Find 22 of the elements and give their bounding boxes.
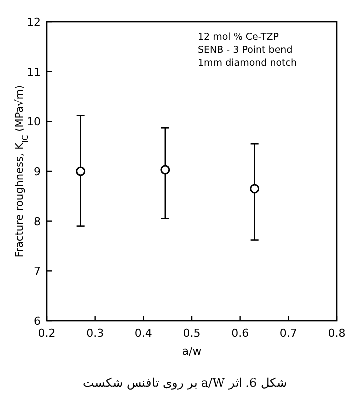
point: [250, 184, 260, 194]
x-tick-label: 0.8: [328, 327, 346, 340]
x-axis-title: a/w: [182, 345, 202, 358]
y-tick-label: 12: [27, 16, 41, 29]
annotation: SENB - 3 Point bend: [198, 45, 293, 56]
y-tick-label: 11: [27, 66, 41, 79]
annotation: 1mm diamond notch: [198, 58, 298, 69]
point: [160, 165, 170, 175]
x-tick-label: 0.5: [183, 327, 201, 340]
x-tick-label: 0.7: [280, 327, 298, 340]
x-tick-label: 0.4: [134, 327, 152, 340]
x-tick-label: 0.3: [86, 327, 104, 340]
x-tick-label: 0.6: [232, 327, 250, 340]
y-tick-label: 9: [34, 166, 41, 178]
y-tick-label: 10: [27, 116, 41, 129]
text: شکل 6. اثر a/W بر روی تافنس شکست: [83, 376, 287, 390]
y-tick-label: 6: [34, 315, 41, 328]
y-tick-label: 7: [34, 265, 41, 278]
y-tick-label: 8: [34, 215, 41, 228]
x-tick-label: 0.2: [38, 327, 56, 340]
point: [76, 166, 86, 176]
annotation: 12 mol % Ce-TZP: [198, 32, 280, 43]
